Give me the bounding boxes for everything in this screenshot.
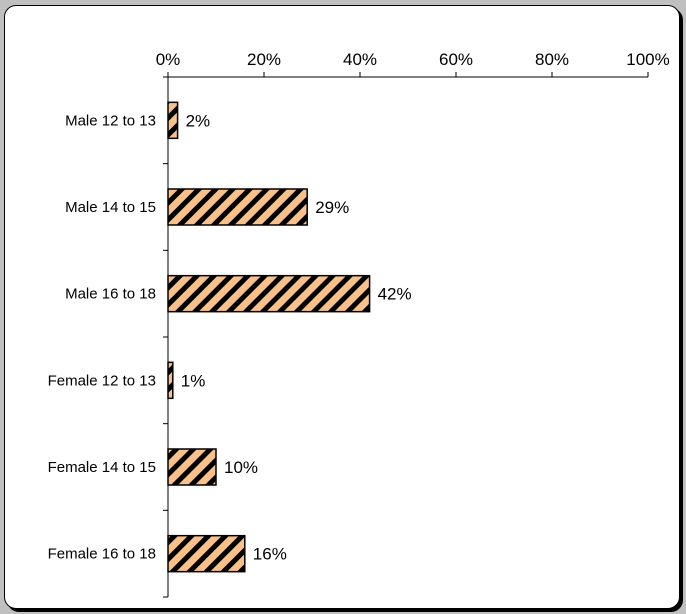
category-label: Male 16 to 18	[65, 286, 156, 303]
bar	[167, 361, 174, 400]
category-label: Male 14 to 15	[65, 199, 156, 216]
data-label: 29%	[315, 198, 349, 217]
category-label: Female 12 to 13	[48, 372, 156, 389]
chart-axes	[163, 72, 649, 598]
bar	[167, 448, 217, 486]
data-label: 2%	[186, 111, 211, 130]
chart-bars	[167, 101, 371, 573]
category-label: Female 14 to 15	[48, 459, 156, 476]
category-label: Female 16 to 18	[48, 546, 156, 563]
bar-chart: 0% 20% 40% 60% 80% 100% Male 12 to 13 2% Male 14…	[48, 50, 670, 598]
bar	[167, 188, 308, 226]
bar	[167, 534, 246, 573]
x-tick-label: 100%	[626, 50, 669, 69]
data-label: 16%	[253, 545, 287, 564]
bar	[167, 101, 179, 140]
data-label: 10%	[224, 458, 258, 477]
bar	[167, 274, 371, 313]
chart-panel: 0% 20% 40% 60% 80% 100% Male 12 to 13 2% Male 14…	[4, 5, 680, 609]
category-label: Male 12 to 13	[65, 112, 156, 129]
x-tick-label: 20%	[247, 50, 281, 69]
x-tick-label: 60%	[439, 50, 473, 69]
x-tick-label: 40%	[343, 50, 377, 69]
x-tick-label: 0%	[156, 50, 181, 69]
data-label: 42%	[378, 285, 412, 304]
chart-labels: 0% 20% 40% 60% 80% 100% Male 12 to 13 2% Male 14…	[48, 50, 670, 564]
data-label: 1%	[181, 371, 206, 390]
x-tick-label: 80%	[535, 50, 569, 69]
